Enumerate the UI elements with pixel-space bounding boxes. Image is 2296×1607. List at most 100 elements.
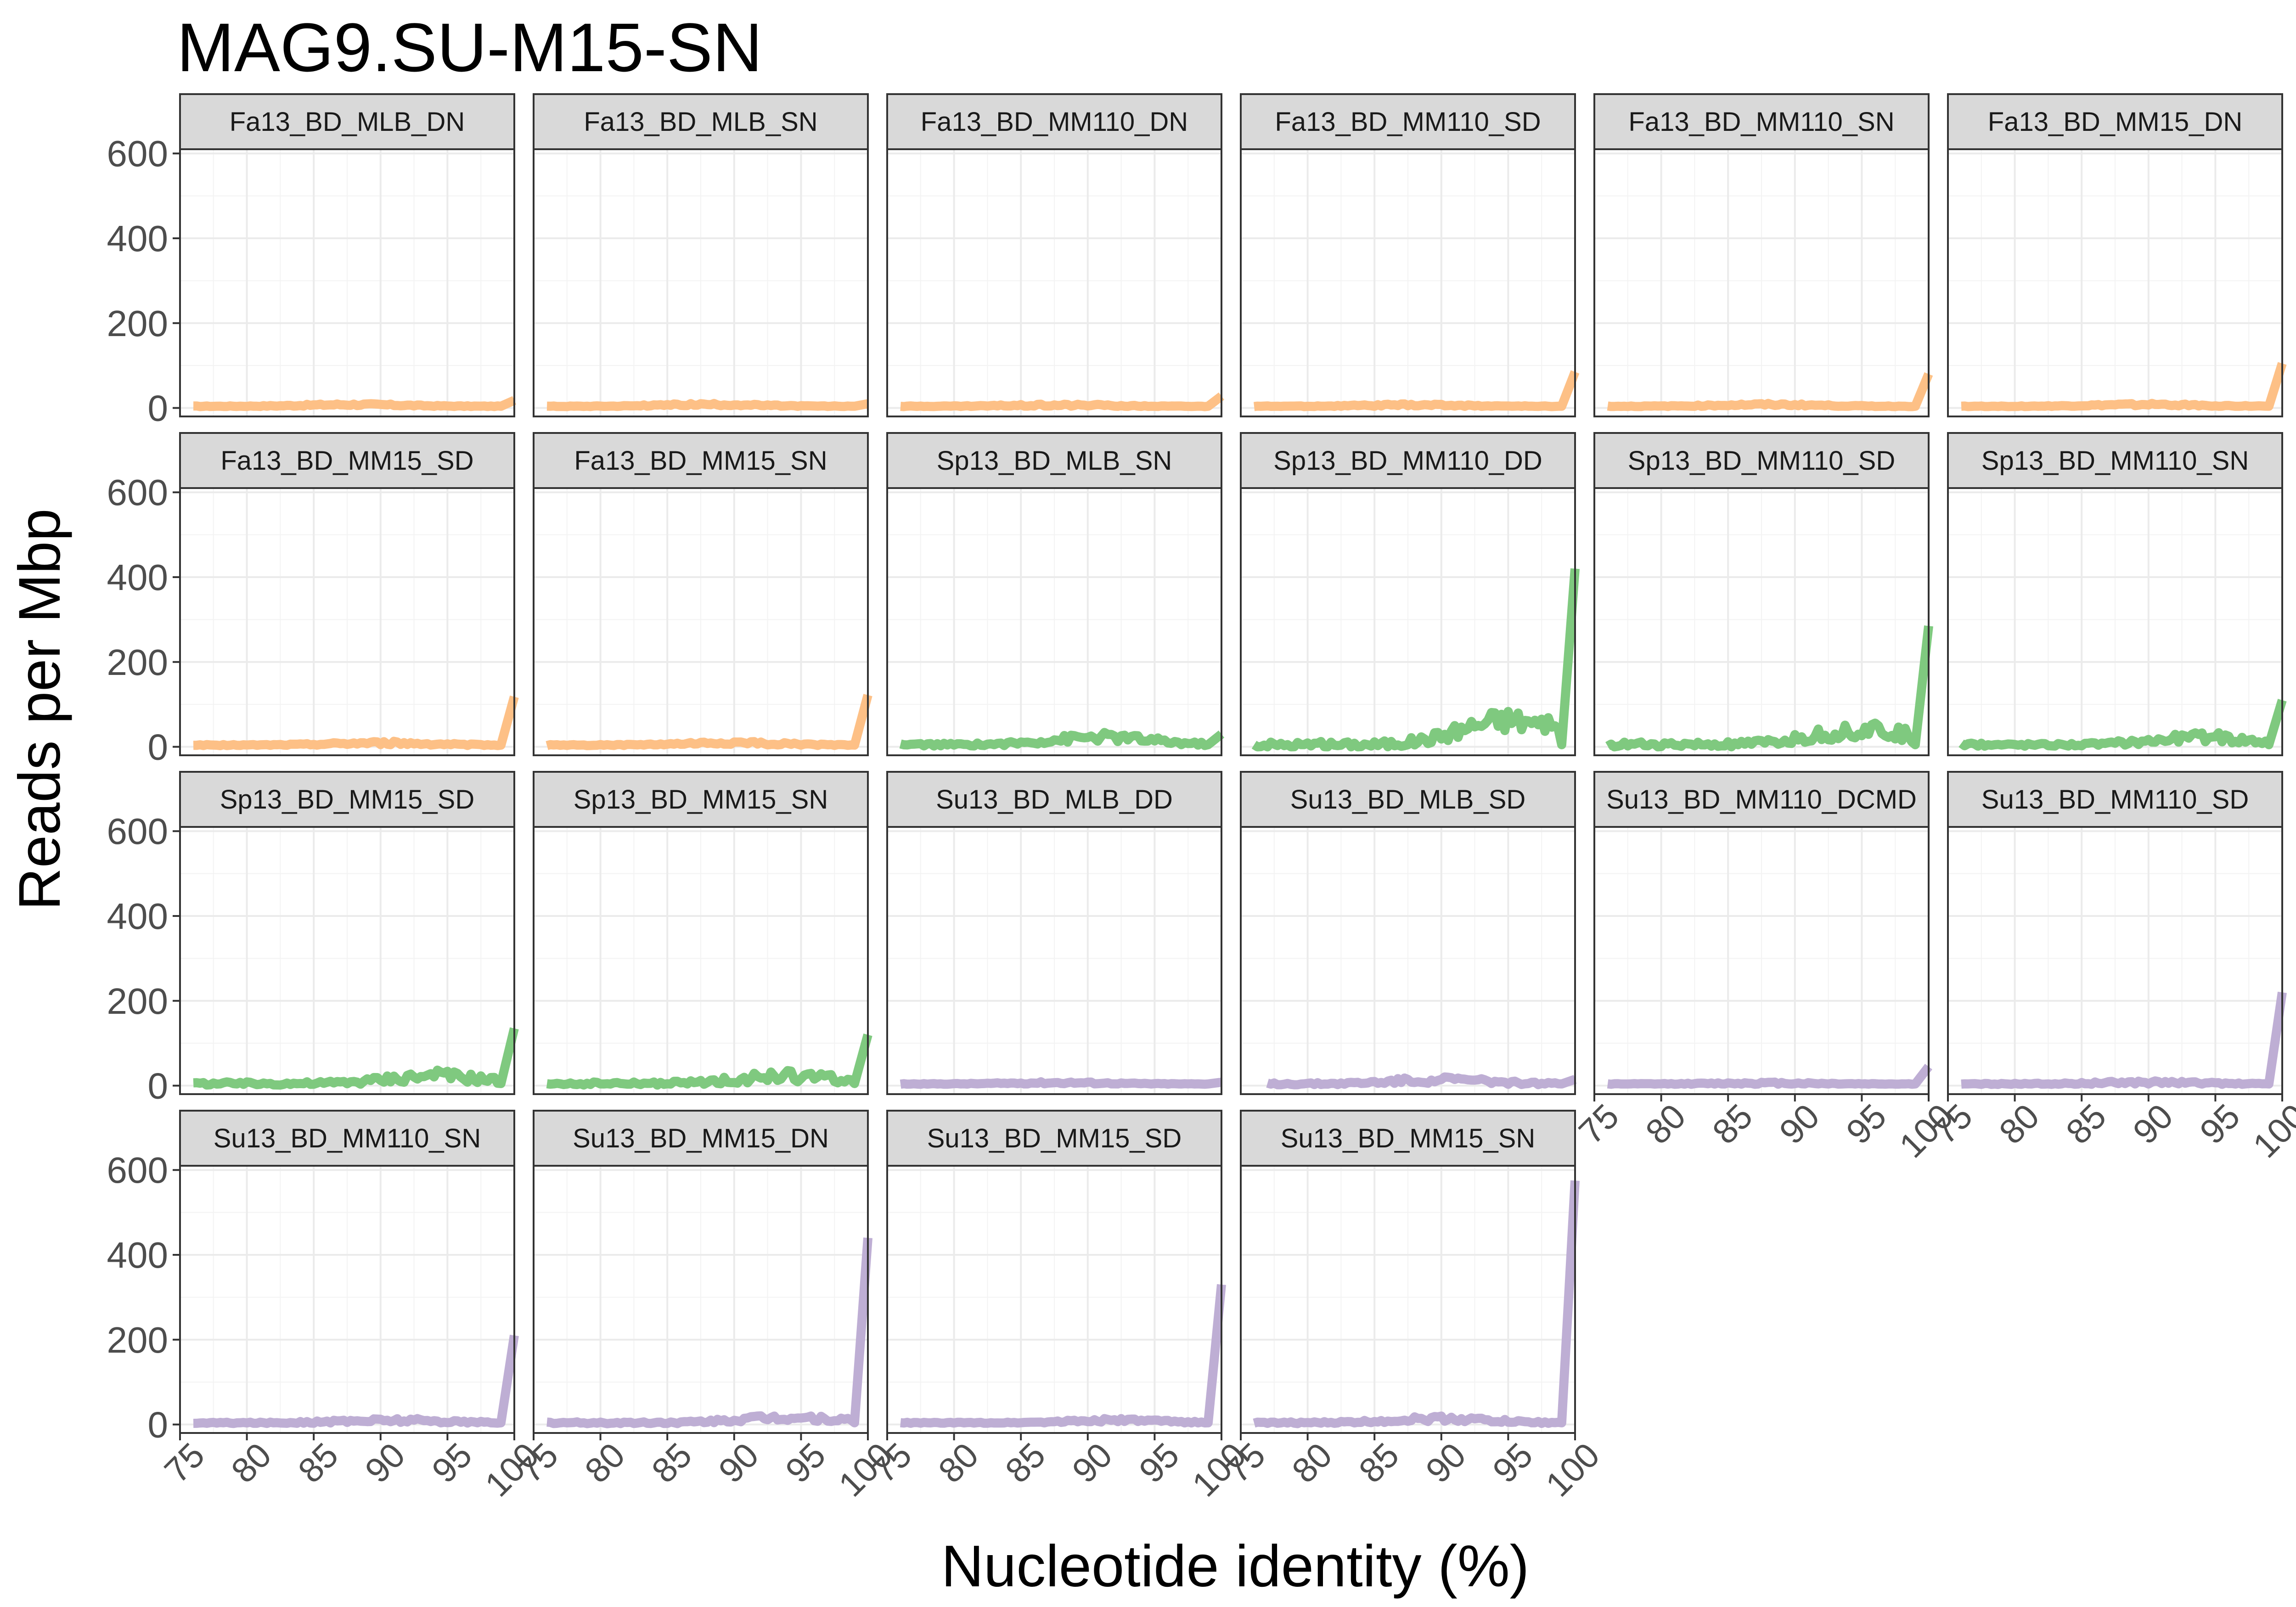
y-tick-label: 400 <box>107 218 168 259</box>
y-tick-label: 600 <box>107 1150 168 1191</box>
facet-panel: Fa13_BD_MM15_SN <box>533 432 872 756</box>
facet-strip <box>1947 93 2283 150</box>
series-line <box>1266 1072 1577 1090</box>
y-tick-label: 400 <box>107 1235 168 1275</box>
facet-panel: Fa13_BD_MM110_DN <box>886 93 1225 417</box>
series-line <box>899 728 1225 751</box>
y-tick-label: 200 <box>107 642 168 683</box>
series-line <box>192 1027 519 1090</box>
y-axis-title: Reads per Mbp <box>7 508 73 910</box>
facet-label: Su13_BD_MM110_DCMD <box>1606 785 1917 815</box>
facet-panel: Su13_BD_MLB_SD <box>1240 771 1577 1095</box>
facet-label: Su13_BD_MM15_SD <box>927 1124 1182 1153</box>
facet-panel: Sp13_BD_MM15_SD 0 200 400 600 <box>107 771 519 1107</box>
facet-label: Fa13_BD_MM15_SD <box>220 446 473 476</box>
y-tick-label: 0 <box>148 1066 169 1107</box>
facet-label: Su13_BD_MM15_DN <box>573 1124 829 1153</box>
facet-strip <box>1240 771 1576 828</box>
facet-label: Fa13_BD_MM15_DN <box>1988 107 2242 137</box>
series-line <box>1253 1180 1580 1428</box>
facet-panel: Fa13_BD_MM15_SD 0 200 400 600 <box>107 432 519 768</box>
y-tick-label: 600 <box>107 133 168 174</box>
series-line <box>1605 625 1933 752</box>
facet-panel: Sp13_BD_MM110_SD <box>1593 432 1933 756</box>
facet-label: Fa13_BD_MM110_DN <box>921 107 1188 137</box>
facet-strip <box>886 1110 1222 1167</box>
facet-strip <box>1593 771 1930 828</box>
facet-panel: Sp13_BD_MM110_DD <box>1240 432 1580 756</box>
y-tick-label: 600 <box>107 811 168 852</box>
facet-strip <box>533 432 869 489</box>
facet-panels: Fa13_BD_MLB_DN 0 200 400 600 Fa13_BD_MLB_SN Fa… <box>107 93 2296 1504</box>
facet-label: Fa13_BD_MM15_SN <box>574 446 827 476</box>
facet-strip <box>179 1110 515 1167</box>
y-tick-label: 0 <box>148 388 169 429</box>
series-line <box>546 399 869 411</box>
chart-title: MAG9.SU-M15-SN <box>177 9 762 86</box>
series-line <box>192 396 517 411</box>
facet-panel: Sp13_BD_MM110_SN <box>1947 432 2287 756</box>
facet-strip <box>886 93 1222 150</box>
facet-label: Fa13_BD_MLB_SN <box>584 107 817 137</box>
series-line <box>546 1237 872 1428</box>
y-tick-label: 400 <box>107 557 168 598</box>
facet-panel: Fa13_BD_MLB_SN <box>533 93 869 417</box>
facet-strip <box>1947 771 2283 828</box>
y-tick-label: 400 <box>107 896 168 937</box>
facet-strip <box>533 771 869 828</box>
facet-panel: Fa13_BD_MM110_SN <box>1593 93 1933 417</box>
facet-panel: Su13_BD_MLB_DD <box>886 771 1222 1095</box>
y-tick-label: 200 <box>107 1320 168 1360</box>
facet-panel: Fa13_BD_MLB_DN 0 200 400 600 <box>107 93 517 429</box>
facet-label: Su13_BD_MM110_SD <box>1981 785 2249 815</box>
facet-panel: Fa13_BD_MM110_SD <box>1240 93 1580 417</box>
y-tick-label: 200 <box>107 981 168 1022</box>
facet-strip <box>533 1110 869 1167</box>
series-line <box>1251 568 1580 752</box>
y-tick-label: 600 <box>107 472 168 513</box>
facet-strip <box>1240 1110 1576 1167</box>
series-line <box>546 1034 872 1090</box>
series-line <box>1253 370 1580 411</box>
y-tick-label: 200 <box>107 303 168 344</box>
facet-strip <box>179 771 515 828</box>
series-line <box>899 1077 1222 1089</box>
facet-strip <box>179 93 515 150</box>
series-line <box>192 1334 519 1428</box>
series-line <box>546 694 872 750</box>
series-line <box>1606 372 1933 411</box>
facet-strip <box>1240 432 1576 489</box>
facet-label: Fa13_BD_MM110_SN <box>1628 107 1894 137</box>
facet-strip <box>1593 432 1930 489</box>
y-tick-label: 0 <box>148 1405 169 1445</box>
series-line <box>899 392 1225 411</box>
series-line <box>1960 991 2287 1089</box>
facet-strip <box>179 432 515 489</box>
facet-label: Sp13_BD_MM15_SN <box>574 785 828 815</box>
facet-label: Sp13_BD_MM110_SD <box>1628 446 1895 476</box>
facet-strip <box>886 771 1222 828</box>
facet-label: Sp13_BD_MLB_SN <box>937 446 1172 476</box>
facet-label: Su13_BD_MM15_SN <box>1281 1124 1536 1153</box>
series-line <box>1960 362 2287 411</box>
facet-label: Fa13_BD_MM110_SD <box>1275 107 1541 137</box>
facet-label: Fa13_BD_MLB_DN <box>230 107 465 137</box>
facet-strip <box>1947 432 2283 489</box>
facet-label: Su13_BD_MM110_SN <box>214 1124 481 1153</box>
facet-panel: Fa13_BD_MM15_DN <box>1947 93 2287 417</box>
x-axis-title: Nucleotide identity (%) <box>941 1534 1530 1599</box>
facet-strip <box>1240 93 1576 150</box>
series-line <box>899 1284 1226 1428</box>
facet-label: Sp13_BD_MM110_SN <box>1981 446 2249 476</box>
series-line <box>1606 1063 1932 1089</box>
facet-panel: Sp13_BD_MLB_SN <box>886 432 1225 756</box>
facet-label: Sp13_BD_MM15_SD <box>220 785 475 815</box>
facet-label: Su13_BD_MLB_DD <box>936 785 1173 815</box>
facet-label: Su13_BD_MLB_SD <box>1290 785 1526 815</box>
series-line <box>192 695 519 750</box>
facet-panel: Sp13_BD_MM15_SN <box>533 771 872 1095</box>
